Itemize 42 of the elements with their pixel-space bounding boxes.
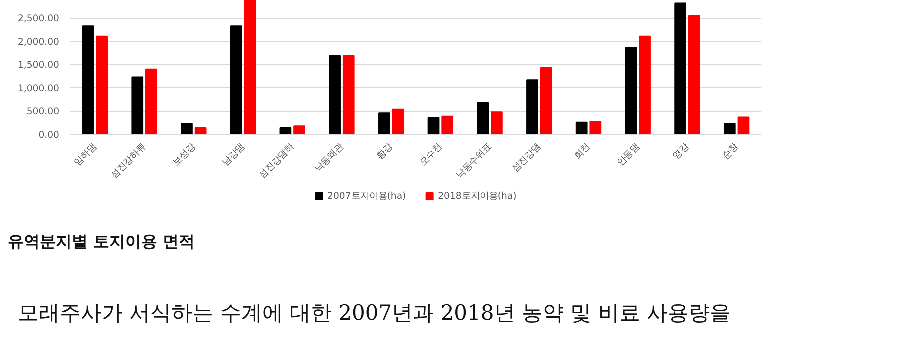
legend-label: 2007토지이용(ha) xyxy=(328,191,406,202)
bar xyxy=(477,102,490,134)
bar xyxy=(392,108,404,134)
bar xyxy=(540,67,552,134)
text: 유역분지별 토지이용 면적 xyxy=(8,232,196,252)
text: 모래주사가 서식하는 수계에 대한 2007년과 2018년 농약 및 비료 사용량을 xyxy=(18,301,731,326)
bar xyxy=(674,2,686,134)
bar xyxy=(688,15,700,134)
bar xyxy=(194,127,207,134)
bar xyxy=(342,55,355,134)
legend-label: 2018토지이용(ha) xyxy=(438,191,517,202)
bar xyxy=(96,36,108,134)
bar xyxy=(181,123,193,134)
bar xyxy=(82,26,94,134)
bar xyxy=(738,116,750,134)
bar xyxy=(280,127,292,134)
bar xyxy=(146,68,158,134)
y-tick-label: 2,000.00 xyxy=(18,36,60,48)
y-tick-label: 1,000.00 xyxy=(18,83,60,94)
bar xyxy=(491,112,503,134)
x-tick-label: 황강 xyxy=(374,142,396,162)
y-tick-label: 500.00 xyxy=(26,106,60,118)
y-tick-label: 2,500.00 xyxy=(18,14,60,25)
bar xyxy=(378,112,390,134)
y-tick-label: 0.00 xyxy=(38,130,60,141)
bar xyxy=(590,120,602,134)
bar xyxy=(639,36,651,134)
bar xyxy=(625,46,638,134)
x-tick-label: 영강 xyxy=(670,142,692,162)
bar xyxy=(724,123,736,134)
bar xyxy=(294,126,306,134)
bar xyxy=(442,116,454,134)
bar xyxy=(132,76,144,134)
bar xyxy=(576,122,588,134)
x-tick-label: 순창 xyxy=(720,142,741,162)
bar xyxy=(329,55,341,134)
y-tick-label: 1,500.00 xyxy=(18,60,60,72)
bar xyxy=(526,80,538,134)
bar xyxy=(230,26,242,134)
bar xyxy=(244,0,256,134)
x-tick-label: 회천 xyxy=(572,142,593,162)
bar xyxy=(428,117,440,134)
